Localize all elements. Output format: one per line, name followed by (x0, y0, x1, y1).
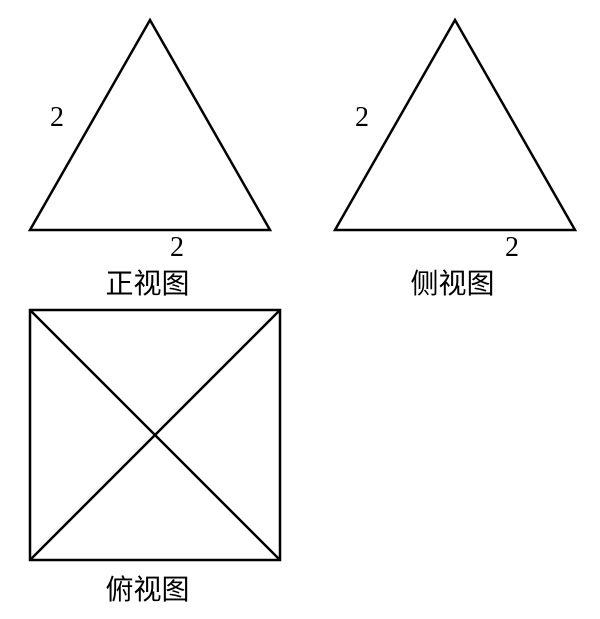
top-view-panel: 俯视图 (10, 300, 285, 610)
top-view-square (10, 300, 285, 610)
top-view-caption: 俯视图 (10, 568, 285, 608)
triangle-shape (30, 20, 270, 230)
side-view-base-dim: 2 (505, 232, 519, 264)
side-view-caption: 侧视图 (315, 262, 590, 302)
front-view-base-dim: 2 (170, 232, 184, 264)
front-view-panel: 2 2 正视图 (10, 10, 285, 290)
front-view-caption: 正视图 (10, 262, 285, 302)
front-view-side-dim: 2 (50, 102, 64, 134)
side-view-panel: 2 2 侧视图 (315, 10, 590, 290)
side-view-triangle (315, 10, 590, 290)
front-view-triangle (10, 10, 285, 290)
side-view-side-dim: 2 (355, 102, 369, 134)
triangle-shape (335, 20, 575, 230)
